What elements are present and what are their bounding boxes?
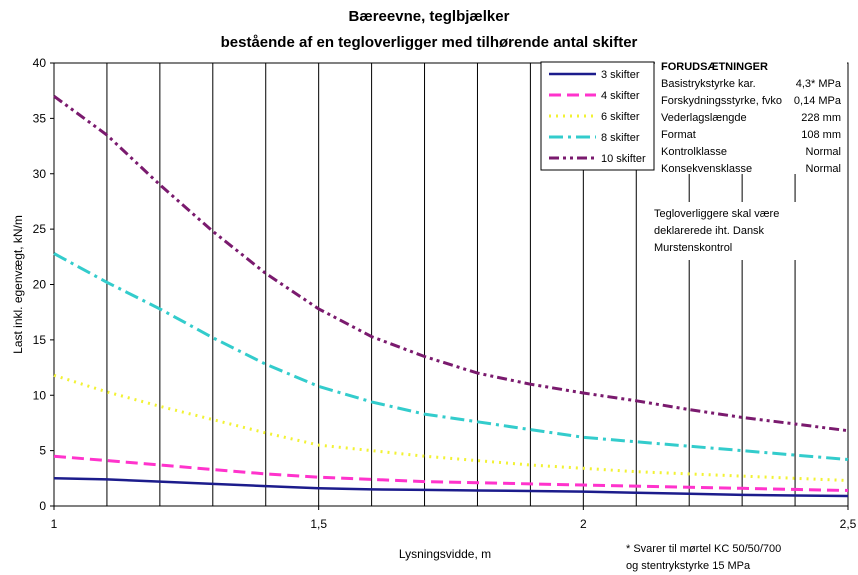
series-line-3-skifter bbox=[53, 477, 849, 498]
x-tick-label: 1 bbox=[51, 517, 58, 531]
y-axis-label: Last inkl. egenvægt, kN/m bbox=[11, 215, 25, 354]
info-heading: FORUDSÆTNINGER bbox=[661, 61, 768, 73]
y-tick-label: 5 bbox=[39, 444, 46, 458]
x-tick-label: 1,5 bbox=[310, 517, 327, 531]
note-bg bbox=[650, 202, 810, 260]
legend-label: 10 skifter bbox=[601, 153, 646, 165]
info-row-label: Forskydningsstyrke, fvko bbox=[661, 95, 782, 107]
note-right-line: Tegloverliggere skal være bbox=[654, 208, 779, 220]
info-row-value: Normal bbox=[806, 146, 841, 158]
x-axis-label: Lysningsvidde, m bbox=[399, 547, 491, 561]
info-box-bg bbox=[655, 56, 847, 174]
chart-subtitle: bestående af en tegloverligger med tilhø… bbox=[220, 34, 638, 51]
legend-box bbox=[540, 61, 655, 171]
footnote-line: og stentrykstyrke 15 MPa bbox=[626, 560, 751, 572]
info-row-value: 4,3* MPa bbox=[796, 78, 842, 90]
y-tick-label: 35 bbox=[33, 111, 47, 125]
legend-label: 8 skifter bbox=[601, 132, 640, 144]
y-tick-label: 15 bbox=[33, 333, 47, 347]
info-row-value: 108 mm bbox=[801, 129, 841, 141]
note-right-line: deklarerede iht. Dansk bbox=[654, 225, 765, 237]
legend-label: 6 skifter bbox=[601, 111, 640, 123]
series-line-8-skifter bbox=[53, 252, 849, 461]
info-row-label: Format bbox=[661, 129, 696, 141]
series-line-4-skifter bbox=[53, 454, 849, 492]
note-right-line: Murstenskontrol bbox=[654, 242, 732, 254]
series-line-6-skifter bbox=[53, 373, 849, 482]
series-line-10-skifter bbox=[53, 94, 849, 433]
y-tick-label: 25 bbox=[33, 222, 47, 236]
info-row-label: Vederlagslængde bbox=[661, 112, 747, 124]
info-row-label: Kontrolklasse bbox=[661, 146, 727, 158]
chart-title: Bæreevne, teglbjælker bbox=[348, 8, 510, 25]
y-tick-label: 0 bbox=[39, 499, 46, 513]
x-tick-label: 2,5 bbox=[840, 517, 857, 531]
y-tick-label: 20 bbox=[33, 278, 47, 292]
info-row-value: 228 mm bbox=[801, 112, 841, 124]
y-tick-label: 40 bbox=[33, 56, 47, 70]
footnote-line: * Svarer til mørtel KC 50/50/700 bbox=[626, 543, 781, 555]
legend-label: 4 skifter bbox=[601, 90, 640, 102]
info-row-value: 0,14 MPa bbox=[794, 95, 842, 107]
info-row-value: Normal bbox=[806, 163, 841, 175]
y-tick-label: 30 bbox=[33, 167, 47, 181]
legend-label: 3 skifter bbox=[601, 69, 640, 81]
x-tick-label: 2 bbox=[580, 517, 587, 531]
info-row-label: Konsekvensklasse bbox=[661, 163, 752, 175]
y-tick-label: 10 bbox=[33, 388, 47, 402]
info-row-label: Basistrykstyrke kar. bbox=[661, 78, 756, 90]
